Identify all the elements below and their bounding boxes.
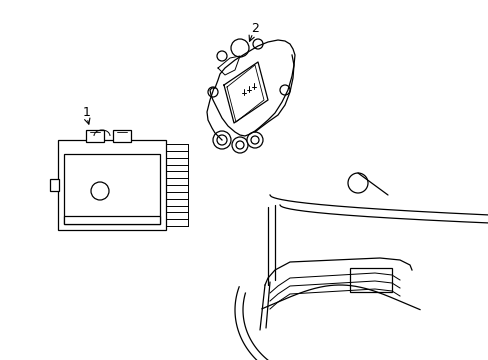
Circle shape [280,85,289,95]
Circle shape [231,137,247,153]
Circle shape [250,136,259,144]
Circle shape [347,173,367,193]
Bar [86,130,104,142]
Bar [50,179,59,191]
Circle shape [207,87,218,97]
Text: 2: 2 [250,22,259,35]
Bar [64,216,160,224]
Circle shape [213,131,230,149]
Circle shape [252,39,263,49]
Bar [113,130,131,142]
Bar [58,140,165,230]
Text: 1: 1 [83,105,91,118]
Circle shape [217,135,226,145]
Bar [64,154,160,224]
Circle shape [230,39,248,57]
Circle shape [246,132,263,148]
Bar [349,268,391,292]
Circle shape [217,51,226,61]
Circle shape [91,182,109,200]
Circle shape [236,141,244,149]
